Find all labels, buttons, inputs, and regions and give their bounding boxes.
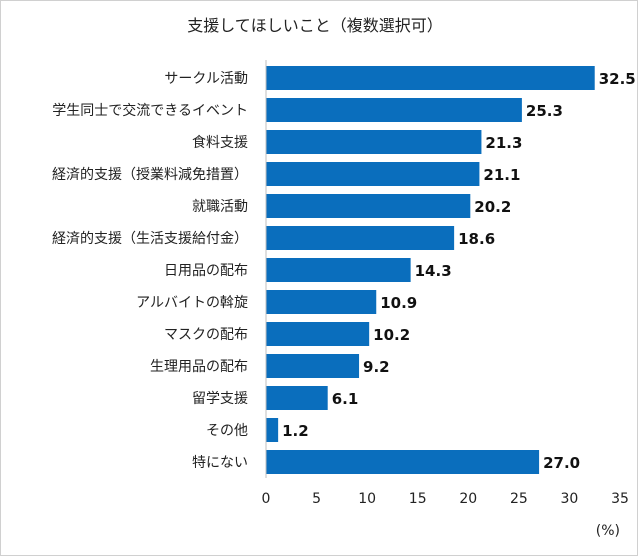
bar-group	[266, 66, 595, 474]
x-tick-label: 15	[409, 491, 427, 507]
bar	[266, 226, 455, 250]
value-label: 10.9	[380, 294, 417, 312]
category-label: 食料支援	[192, 134, 248, 151]
value-label: 14.3	[415, 262, 452, 280]
bar	[266, 418, 279, 442]
value-label: 6.1	[332, 390, 359, 408]
value-label: 21.3	[485, 134, 522, 152]
value-label: 9.2	[363, 358, 390, 376]
bar	[266, 130, 482, 154]
value-labels: 32.5 25.321.3 21.1 20.2 18.6 14.3 10.9 10.2 9.26…	[282, 70, 636, 472]
category-label: 経済的支援（授業料減免措置）	[52, 166, 248, 183]
bar	[266, 290, 377, 314]
x-axis-unit: (%)	[595, 523, 620, 539]
value-label: 20.2	[474, 198, 511, 216]
chart-title: 支援してほしいこと（複数選択可）	[187, 16, 443, 35]
category-label: 留学支援	[192, 391, 248, 407]
bar	[266, 98, 522, 122]
category-label: マスクの配布	[164, 327, 248, 343]
x-tick-label: 0	[262, 491, 271, 507]
bar	[266, 258, 411, 282]
category-label: 学生同士で交流できるイベント	[52, 102, 248, 119]
x-tick-label: 20	[459, 491, 477, 507]
category-label: 生理用品の配布	[150, 359, 248, 375]
bar	[266, 322, 370, 346]
category-label: 経済的支援（生活支援給付金）	[52, 231, 248, 247]
value-label: 18.6	[458, 230, 495, 248]
x-tick-label: 30	[561, 491, 579, 507]
x-tick-label: 25	[510, 491, 528, 507]
category-label: 日用品の配布	[164, 263, 248, 279]
bar	[266, 450, 540, 474]
x-tick-label: 35	[611, 491, 629, 507]
category-label: その他	[206, 423, 248, 439]
value-label: 25.3	[526, 102, 563, 120]
bar	[266, 162, 480, 186]
category-label: サークル活動	[164, 71, 248, 87]
value-label: 27.0	[543, 454, 580, 472]
bar	[266, 66, 595, 90]
category-label: アルバイトの斡旋	[136, 295, 248, 311]
bar	[266, 386, 328, 410]
x-tick-label: 5	[312, 491, 321, 507]
x-tick-label: 10	[358, 491, 376, 507]
bar	[266, 354, 360, 378]
value-label: 1.2	[282, 422, 309, 440]
bar	[266, 194, 471, 218]
x-axis-ticks: 0 5 10 15 20 25 30 35	[262, 491, 629, 507]
value-label: 32.5	[599, 70, 636, 88]
value-label: 21.1	[483, 166, 520, 184]
category-label: 特にない	[192, 455, 248, 471]
value-label: 10.2	[373, 326, 410, 344]
category-label: 就職活動	[192, 199, 248, 215]
